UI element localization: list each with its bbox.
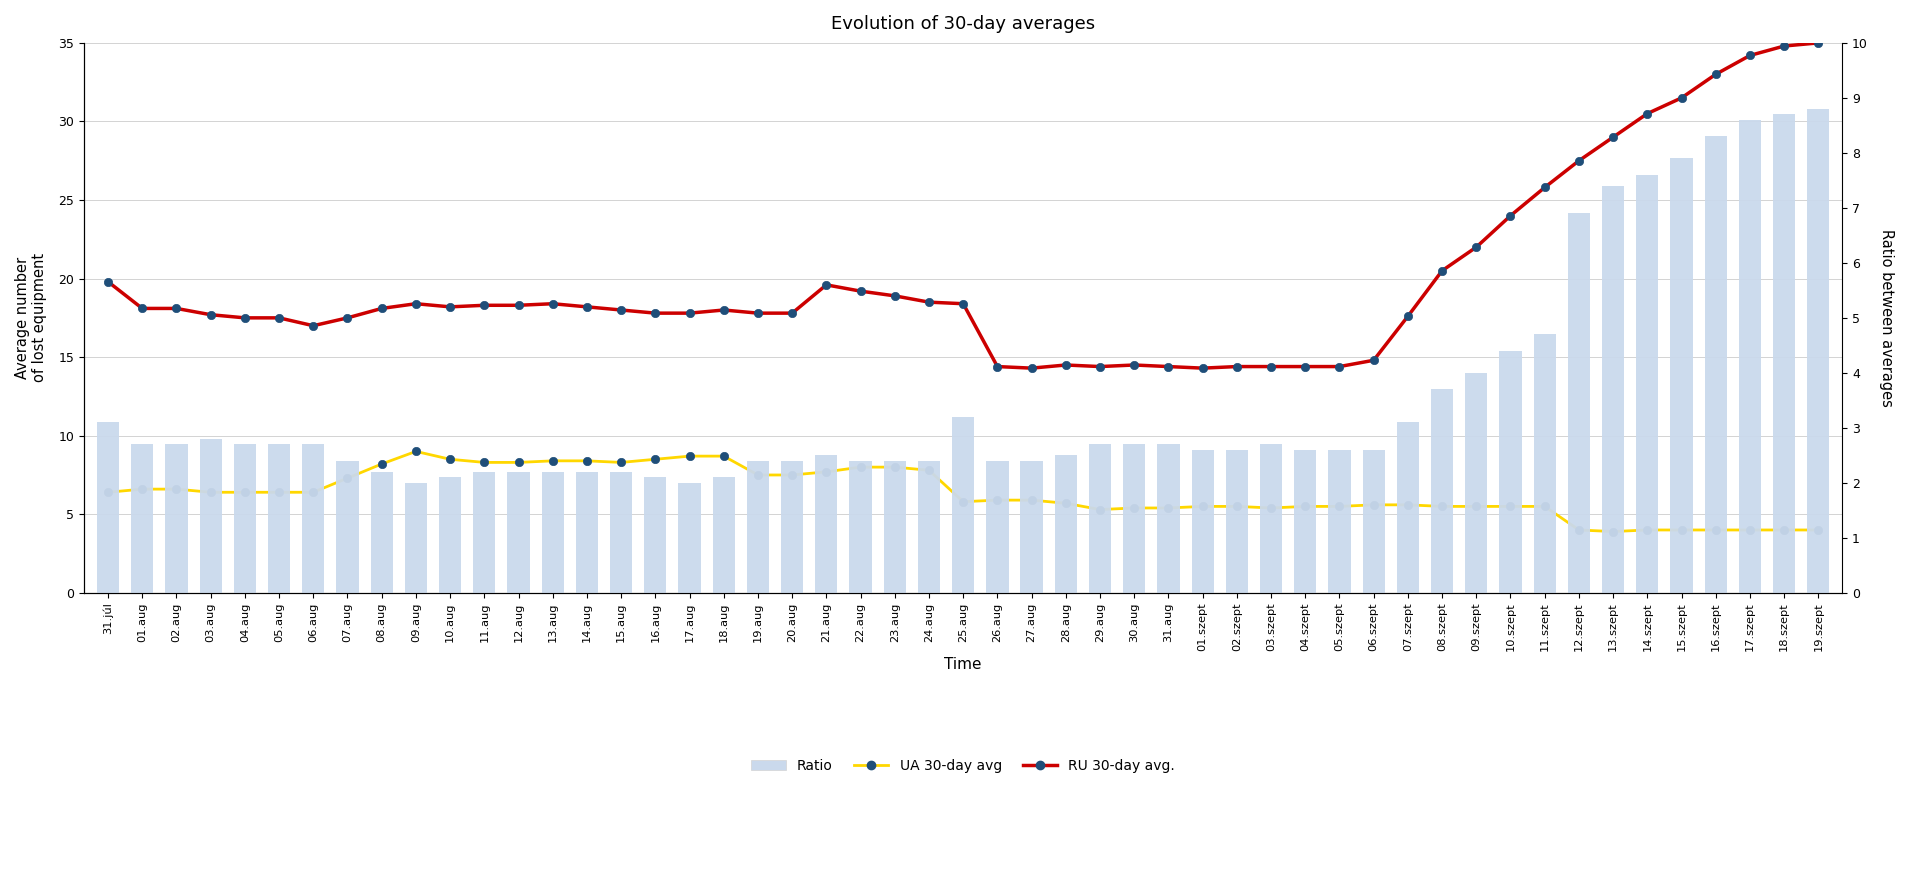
- Bar: [678, 483, 701, 592]
- Bar: [781, 461, 804, 592]
- Bar: [1602, 186, 1625, 592]
- Legend: Ratio, UA 30-day avg, RU 30-day avg.: Ratio, UA 30-day avg, RU 30-day avg.: [746, 753, 1182, 778]
- Bar: [1088, 444, 1111, 592]
- Bar: [1567, 214, 1590, 592]
- Bar: [1705, 136, 1728, 592]
- Y-axis label: Average number
of lost equipment: Average number of lost equipment: [15, 253, 48, 382]
- Bar: [1191, 449, 1214, 592]
- Bar: [1533, 335, 1556, 592]
- Bar: [542, 472, 563, 592]
- Y-axis label: Ratio between averages: Ratio between averages: [1878, 229, 1894, 407]
- Bar: [987, 461, 1008, 592]
- Bar: [953, 417, 974, 592]
- Bar: [643, 478, 666, 592]
- Bar: [302, 444, 325, 592]
- Bar: [1226, 449, 1248, 592]
- Bar: [1636, 175, 1659, 592]
- Bar: [1432, 389, 1453, 592]
- Bar: [439, 478, 462, 592]
- Bar: [473, 472, 496, 592]
- Bar: [508, 472, 529, 592]
- Bar: [815, 456, 838, 592]
- Title: Evolution of 30-day averages: Evolution of 30-day averages: [830, 15, 1096, 33]
- Bar: [370, 472, 393, 592]
- Bar: [166, 444, 187, 592]
- Bar: [233, 444, 256, 592]
- Bar: [405, 483, 428, 592]
- Bar: [1397, 422, 1418, 592]
- Bar: [97, 422, 118, 592]
- Bar: [1054, 456, 1077, 592]
- Bar: [1122, 444, 1145, 592]
- Bar: [850, 461, 872, 592]
- Bar: [1294, 449, 1317, 592]
- Bar: [1670, 158, 1693, 592]
- Bar: [1021, 461, 1042, 592]
- Bar: [1466, 373, 1487, 592]
- Bar: [577, 472, 598, 592]
- Bar: [1739, 120, 1762, 592]
- Bar: [918, 461, 939, 592]
- X-axis label: Time: Time: [945, 657, 981, 672]
- Bar: [1329, 449, 1350, 592]
- Bar: [1773, 115, 1794, 592]
- Bar: [1808, 109, 1829, 592]
- Bar: [746, 461, 769, 592]
- Bar: [1157, 444, 1180, 592]
- Bar: [884, 461, 907, 592]
- Bar: [336, 461, 359, 592]
- Bar: [267, 444, 290, 592]
- Bar: [712, 478, 735, 592]
- Bar: [1499, 351, 1521, 592]
- Bar: [611, 472, 632, 592]
- Bar: [1363, 449, 1384, 592]
- Bar: [200, 439, 221, 592]
- Bar: [132, 444, 153, 592]
- Bar: [1260, 444, 1283, 592]
